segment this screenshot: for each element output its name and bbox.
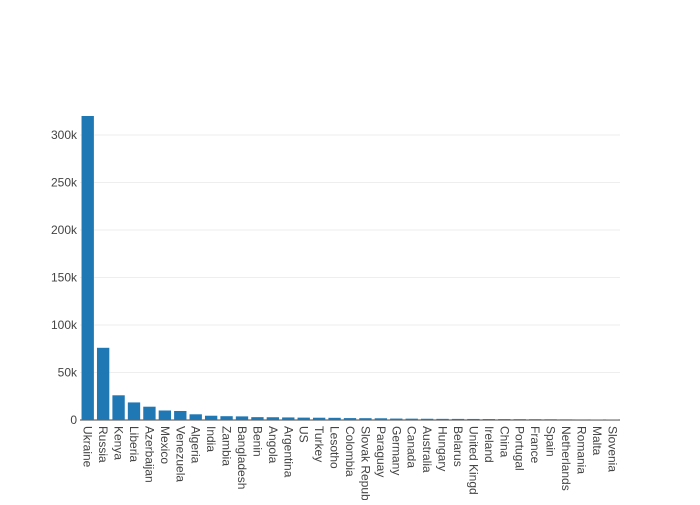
y-tick-label: 150k (51, 271, 78, 285)
bar-india[interactable] (205, 416, 217, 420)
bar-germany[interactable] (390, 419, 402, 420)
bar-spain[interactable] (544, 419, 556, 420)
bar-paraguay[interactable] (375, 418, 387, 420)
bar-algeria[interactable] (190, 414, 202, 420)
x-tick-label: Venezuela (173, 426, 187, 482)
x-tick-label: Bangladesh (235, 426, 249, 489)
x-tick-label: Canada (405, 426, 419, 468)
x-tick-label: India (204, 426, 218, 452)
x-tick-label: Argentina (281, 426, 295, 478)
x-tick-label: Lesotho (328, 426, 342, 469)
bar-slovak-repub[interactable] (359, 418, 371, 420)
y-tick-label: 200k (51, 223, 78, 237)
x-tick-label: Belarus (451, 426, 465, 467)
x-tick-label: Azerbaijan (142, 426, 156, 483)
x-tick-label: Ukraine (81, 426, 95, 468)
bar-china[interactable] (498, 419, 510, 420)
bar-bangladesh[interactable] (236, 416, 248, 420)
x-tick-label: Russia (96, 426, 110, 463)
bar-liberia[interactable] (128, 402, 140, 420)
y-axis: 0 50k 100k 150k 200k 250k 300k (51, 128, 78, 427)
y-tick-label: 0 (70, 413, 77, 427)
bar-argentina[interactable] (282, 417, 294, 420)
x-tick-label: Malta (590, 426, 604, 456)
x-tick-label: Paraguay (374, 426, 388, 477)
x-tick-label: Liberia (127, 426, 141, 462)
x-tick-label: Mexico (158, 426, 172, 464)
x-tick-label: China (497, 426, 511, 458)
x-tick-label: Hungary (436, 426, 450, 471)
y-tick-label: 50k (58, 366, 78, 380)
bar-ukraine[interactable] (82, 116, 94, 420)
x-tick-label: Kenya (112, 426, 126, 460)
x-tick-label: Germany (389, 426, 403, 475)
x-tick-label: US (297, 426, 311, 443)
x-tick-label: France (528, 426, 542, 464)
x-tick-label: Slovenia (605, 426, 619, 472)
bar-canada[interactable] (406, 419, 418, 420)
x-tick-label: United Kingd (466, 426, 480, 495)
bar-colombia[interactable] (344, 418, 356, 420)
bar-zambia[interactable] (220, 416, 232, 420)
bar-turkey[interactable] (313, 418, 325, 420)
bar-angola[interactable] (267, 417, 279, 420)
y-tick-label: 100k (51, 318, 78, 332)
bar-netherlands[interactable] (560, 419, 572, 420)
x-tick-label: Benin (250, 426, 264, 457)
x-tick-label: Netherlands (559, 426, 573, 491)
x-tick-label: Slovak Repub (358, 426, 372, 500)
y-tick-label: 250k (51, 176, 78, 190)
bar-us[interactable] (298, 418, 310, 420)
y-tick-label: 300k (51, 128, 78, 142)
bar-france[interactable] (529, 419, 541, 420)
bar-lesotho[interactable] (328, 418, 340, 420)
bar-romania[interactable] (575, 419, 587, 420)
gridlines (80, 135, 620, 420)
bar-portugal[interactable] (514, 419, 526, 420)
x-tick-label: Colombia (343, 426, 357, 477)
bar-kenya[interactable] (112, 395, 124, 420)
x-tick-label: Algeria (189, 426, 203, 464)
x-tick-label: Angola (266, 426, 280, 464)
x-tick-label: Zambia (220, 426, 234, 466)
bar-australia[interactable] (421, 419, 433, 420)
bar-benin[interactable] (251, 417, 263, 420)
x-tick-label: Australia (420, 426, 434, 473)
x-tick-label: Ireland (482, 426, 496, 463)
bar-azerbaijan[interactable] (143, 407, 155, 420)
x-tick-label: Spain (544, 426, 558, 457)
bar-mexico[interactable] (159, 411, 171, 421)
x-tick-label: Portugal (513, 426, 527, 471)
bar-russia[interactable] (97, 348, 109, 420)
x-tick-label: Romania (574, 426, 588, 474)
bar-venezuela[interactable] (174, 411, 186, 420)
bars (82, 116, 619, 420)
x-tick-label: Turkey (312, 426, 326, 462)
bar-belarus[interactable] (452, 419, 464, 420)
bar-united-kingd[interactable] (467, 419, 479, 420)
bar-hungary[interactable] (436, 419, 448, 420)
bar-ireland[interactable] (483, 419, 495, 420)
